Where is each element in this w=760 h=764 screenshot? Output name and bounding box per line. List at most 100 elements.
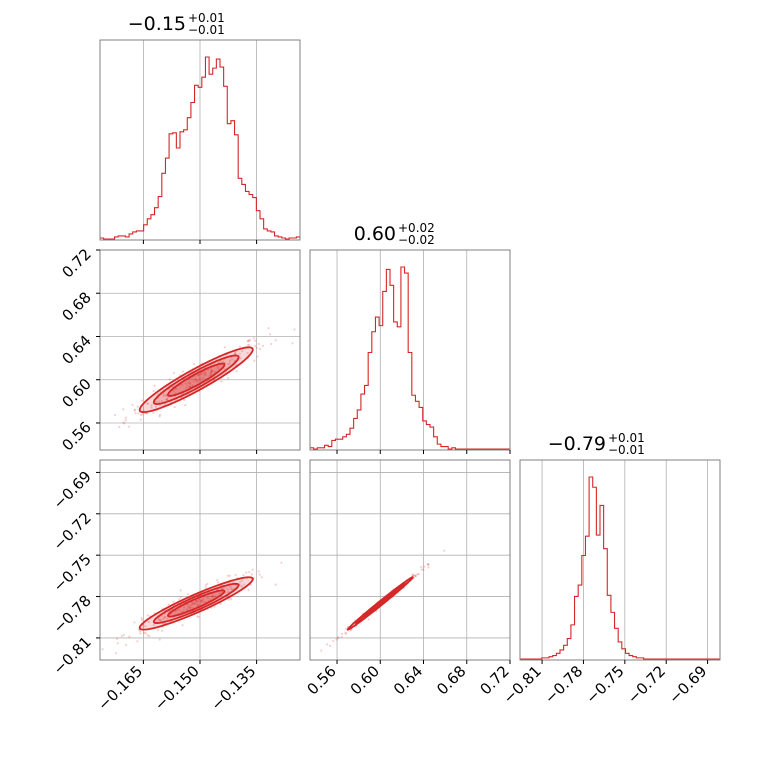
scatter-point	[188, 605, 191, 608]
scatter-point	[165, 398, 168, 401]
scatter-point	[118, 425, 121, 429]
scatter-point	[116, 642, 119, 645]
scatter-point	[133, 621, 136, 624]
scatter-point	[137, 412, 140, 415]
panel-title-value: −0.15	[128, 13, 186, 35]
scatter-point	[152, 623, 156, 626]
scatter-point	[202, 373, 205, 376]
scatter-point	[239, 580, 242, 583]
scatter-point	[220, 587, 224, 590]
scatter-point	[166, 617, 169, 620]
scatter-point	[427, 566, 430, 569]
scatter-point	[200, 600, 203, 603]
contour-level-1	[152, 582, 240, 624]
scatter-point	[188, 607, 192, 610]
scatter-point	[197, 374, 200, 377]
scatter-point	[161, 629, 164, 632]
panel-border	[309, 459, 511, 661]
scatter-point	[122, 633, 125, 637]
scatter-point	[158, 617, 161, 620]
histogram-steps	[310, 266, 510, 450]
scatter-point	[420, 568, 423, 571]
scatter-point	[258, 347, 262, 350]
histogram-bin	[213, 68, 217, 239]
scatter-point	[280, 561, 283, 564]
contour-level-2	[363, 589, 398, 618]
histogram-bin	[394, 322, 398, 449]
scatter-point	[239, 357, 242, 360]
histogram-panel-0: −0.15 +0.01−0.01	[99, 11, 301, 244]
scatter-point	[274, 339, 277, 342]
scatter-point	[161, 622, 164, 626]
scatter-point	[139, 418, 142, 421]
scatter-point	[158, 638, 161, 641]
scatter-point	[209, 373, 213, 376]
scatter-point	[218, 591, 221, 595]
contour-level-2	[167, 589, 226, 618]
scatter-point	[152, 390, 155, 393]
scatter-point	[145, 412, 149, 415]
contour-level-1	[152, 354, 240, 405]
histogram-bin	[426, 425, 430, 449]
scatter-point	[196, 380, 199, 383]
scatter-point	[412, 574, 415, 577]
scatter-point	[192, 380, 195, 383]
scatter-point	[144, 624, 147, 628]
scatter-point	[233, 352, 237, 355]
scatter-point	[147, 620, 151, 624]
scatter-point	[124, 419, 127, 422]
scatter-point	[94, 640, 96, 642]
histogram-bin	[184, 130, 188, 239]
scatter-point	[195, 600, 198, 603]
scatter-point	[226, 574, 230, 577]
joint-panel-1-2: 0.56 0.60 0.64 0.68 0.72	[304, 459, 513, 698]
scatter-point	[261, 344, 265, 347]
scatter-point	[209, 368, 212, 371]
scatter-point	[139, 630, 142, 633]
scatter-point	[414, 574, 417, 577]
x-tick-label: −0.165	[94, 662, 146, 714]
scatter-point	[198, 378, 201, 381]
scatter-point	[213, 595, 216, 598]
histogram-line	[100, 56, 300, 240]
scatter-point	[156, 629, 160, 632]
scatter-point	[189, 606, 192, 610]
scatter-point	[257, 570, 260, 573]
scatter-point	[427, 563, 430, 566]
histogram-bin	[195, 85, 199, 239]
scatter-point	[139, 413, 143, 417]
scatter-point	[336, 636, 340, 639]
scatter-point	[172, 389, 175, 392]
scatter-point	[246, 351, 249, 355]
scatter-point	[423, 565, 426, 568]
scatter-point	[336, 636, 340, 640]
scatter-point	[157, 618, 161, 622]
scatter-point	[248, 344, 251, 347]
scatter-point	[216, 365, 219, 368]
scatter-point	[196, 598, 199, 602]
scatter-point	[150, 404, 153, 407]
scatter-point	[140, 399, 143, 402]
scatter-point	[216, 578, 219, 582]
scatter-point	[114, 413, 117, 417]
histogram-bin	[202, 77, 206, 239]
scatter-point	[241, 585, 244, 589]
scatter-point	[257, 342, 260, 346]
joint-contents	[114, 327, 296, 429]
scatter-point	[228, 359, 232, 362]
x-tick-label: 0.68	[433, 662, 469, 698]
scatter-point	[116, 637, 119, 640]
scatter-point	[228, 585, 231, 588]
scatter-point	[143, 631, 146, 635]
scatter-point	[172, 371, 175, 375]
scatter-point	[187, 605, 190, 609]
scatter-point	[247, 589, 250, 592]
joint-contents	[94, 561, 283, 655]
scatter-point	[146, 402, 149, 405]
scatter-point	[414, 574, 417, 578]
scatter-point	[147, 402, 150, 405]
scatter-point	[234, 350, 237, 354]
scatter-point	[133, 409, 136, 412]
scatter-point	[230, 598, 233, 601]
scatter-point	[184, 404, 187, 407]
